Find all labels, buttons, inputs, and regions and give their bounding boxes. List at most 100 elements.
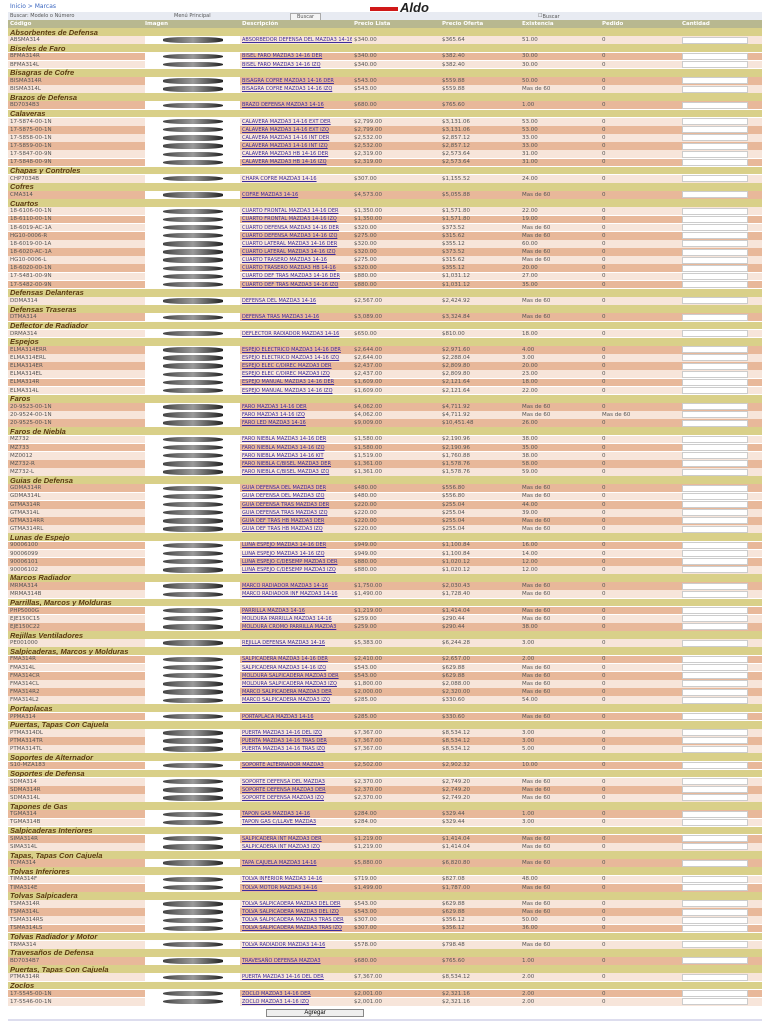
quantity-input[interactable] [682, 550, 748, 558]
part-description[interactable]: BISEL FARO MAZDA3 14-16 DER [242, 53, 323, 60]
part-description[interactable]: FARO LED MAZDA3 14-16 [242, 420, 306, 427]
quantity-input[interactable] [682, 362, 748, 370]
part-description[interactable]: PUERTA MAZDA3 14-16 TRAS IZQ [242, 746, 326, 753]
part-description[interactable]: CUARTO DEF TRAS MAZDA3 14-16 DER [242, 273, 340, 280]
part-description[interactable]: TAPON GAS C/LLAVE MAZDA3 [242, 819, 317, 826]
part-description[interactable]: FARO NIEBLA C/BISEL MAZDA3 IZQ [242, 469, 330, 476]
quantity-input[interactable] [682, 85, 748, 93]
quantity-input[interactable] [682, 150, 748, 158]
part-description[interactable]: GUIA DEFENSA DEL MAZDA3 DER [242, 485, 327, 492]
quantity-input[interactable] [682, 484, 748, 492]
part-description[interactable]: MARCO SALPICADERA MAZDA3 DER [242, 689, 332, 696]
quantity-input[interactable] [682, 835, 748, 843]
quantity-input[interactable] [682, 378, 748, 386]
quantity-input[interactable] [682, 761, 748, 769]
quantity-input[interactable] [682, 639, 748, 647]
quantity-input[interactable] [682, 509, 748, 517]
quantity-input[interactable] [682, 256, 748, 264]
part-description[interactable]: REJILLA DEFENSA MAZDA3 14-16 [242, 640, 325, 647]
quantity-input[interactable] [682, 541, 748, 549]
quantity-input[interactable] [682, 232, 748, 240]
part-description[interactable]: SALPICADERA MAZDA3 14-16 DER [242, 656, 328, 663]
part-description[interactable]: MOLDURA SALPICADERA MAZDA3 IZQ [242, 680, 337, 687]
quantity-input[interactable] [682, 281, 748, 289]
quantity-input[interactable] [682, 36, 748, 44]
part-description[interactable]: TOLVA INFERIOR MAZDA3 14-16 [242, 876, 323, 883]
quantity-input[interactable] [682, 566, 748, 574]
quantity-input[interactable] [682, 142, 748, 150]
part-description[interactable]: MOLDURA SALPICADERA MAZDA3 DER [242, 672, 339, 679]
part-description[interactable]: ZOCLO MAZDA3 14-16 IZQ [242, 998, 310, 1005]
quantity-input[interactable] [682, 354, 748, 362]
part-description[interactable]: CALAVERA MAZDA3 HB 14-16 DER [242, 151, 329, 158]
part-description[interactable]: CALAVERA MAZDA3 14-16 EXT DER [242, 118, 331, 125]
part-description[interactable]: MARCO SALPICADERA MAZDA3 IZQ [242, 697, 331, 704]
quantity-input[interactable] [682, 175, 748, 183]
quantity-input[interactable] [682, 134, 748, 142]
part-description[interactable]: DEFLECTOR RADIADOR MAZDA3 14-16 [242, 330, 340, 337]
quantity-input[interactable] [682, 330, 748, 337]
part-description[interactable]: ESPEJO ELEC C/DIREC MAZDA3 IZQ [242, 371, 330, 378]
quantity-input[interactable] [682, 460, 748, 468]
part-description[interactable]: PARRILLA MAZDA3 14-16 [242, 607, 305, 614]
quantity-input[interactable] [682, 998, 748, 1006]
quantity-input[interactable] [682, 272, 748, 280]
part-description[interactable]: GUIA DEF TRAS HB MAZDA3 DER [242, 517, 325, 524]
quantity-input[interactable] [682, 810, 748, 818]
part-description[interactable]: LUNA ESPEJO MAZDA3 14-16 DER [242, 542, 327, 549]
quantity-input[interactable] [682, 590, 748, 598]
quantity-input[interactable] [682, 745, 748, 753]
quantity-input[interactable] [682, 313, 748, 321]
quantity-input[interactable] [682, 101, 748, 109]
quantity-input[interactable] [682, 818, 748, 826]
quantity-input[interactable] [682, 492, 748, 500]
quantity-input[interactable] [682, 778, 748, 786]
quantity-input[interactable] [682, 419, 748, 427]
quantity-input[interactable] [682, 737, 748, 745]
quantity-input[interactable] [682, 452, 748, 460]
quantity-input[interactable] [682, 655, 748, 663]
quantity-input[interactable] [682, 215, 748, 223]
quantity-input[interactable] [682, 729, 748, 737]
part-description[interactable]: FARO MAZDA3 14-16 DER [242, 403, 307, 410]
part-description[interactable]: MOLDURA PARRILLA MAZDA3 14-16 [242, 615, 332, 622]
part-description[interactable]: GUIA DEFENSA TRAS MAZDA3 IZQ [242, 509, 328, 516]
part-description[interactable]: SALPICADERA INT MAZDA3 IZQ [242, 843, 320, 850]
part-description[interactable]: TRAVESAÑO DEFENSA MAZDA3 [242, 957, 321, 964]
part-description[interactable]: FARO NIEBLA C/BISEL MAZDA3 DER [242, 460, 331, 467]
part-description[interactable]: ESPEJO ELEC C/DIREC MAZDA3 DER [242, 363, 332, 370]
quantity-input[interactable] [682, 672, 748, 680]
part-description[interactable]: FARO NIEBLA MAZDA3 14-16 IZQ [242, 444, 325, 451]
quantity-input[interactable] [682, 501, 748, 509]
quantity-input[interactable] [682, 924, 748, 932]
quantity-input[interactable] [682, 843, 748, 851]
part-description[interactable]: TOLVA MOTOR MAZDA3 14-16 [242, 884, 318, 891]
quantity-input[interactable] [682, 900, 748, 908]
quantity-input[interactable] [682, 688, 748, 696]
part-description[interactable]: TOLVA SALPICADERA MAZDA3 DEL IZQ [242, 909, 339, 916]
part-description[interactable]: ESPEJO MANUAL MAZDA3 14-16 DER [242, 379, 335, 386]
quantity-input[interactable] [682, 680, 748, 688]
quantity-input[interactable] [682, 77, 748, 85]
quantity-input[interactable] [682, 468, 748, 476]
part-description[interactable]: FARO NIEBLA MAZDA3 14-16 KIT [242, 452, 324, 459]
part-description[interactable]: ABSORBEDOR DEFENSA DEL MAZDA3 14-16 [242, 37, 352, 44]
quantity-input[interactable] [682, 297, 748, 305]
quantity-input[interactable] [682, 264, 748, 272]
part-description[interactable]: CALAVERA MAZDA3 HB 14-16 IZQ [242, 159, 327, 166]
part-description[interactable]: SOPORTE DEFENSA MAZDA3 DER [242, 786, 326, 793]
quantity-input[interactable] [682, 713, 748, 720]
quantity-input[interactable] [682, 615, 748, 623]
part-description[interactable]: BRAZO DEFENSA MAZDA3 14-16 [242, 102, 324, 109]
part-description[interactable]: CUARTO DEF TRAS MAZDA3 14-16 IZQ [242, 281, 339, 288]
quantity-input[interactable] [682, 207, 748, 215]
part-description[interactable]: ESPEJO MANUAL MAZDA3 14-16 IZQ [242, 387, 333, 394]
quantity-input[interactable] [682, 957, 748, 965]
quantity-input[interactable] [682, 623, 748, 631]
quantity-input[interactable] [682, 990, 748, 998]
part-description[interactable]: CALAVERA MAZDA3 14-16 INT IZQ [242, 143, 328, 150]
quantity-input[interactable] [682, 875, 748, 883]
part-description[interactable]: LUNA ESPEJO MAZDA3 14-16 IZQ [242, 550, 325, 557]
part-description[interactable]: ESPEJO ELECTRICO MAZDA3 14-16 DER [242, 346, 341, 353]
part-description[interactable]: CHAPA COFRE MAZDA3 14-16 [242, 175, 317, 182]
